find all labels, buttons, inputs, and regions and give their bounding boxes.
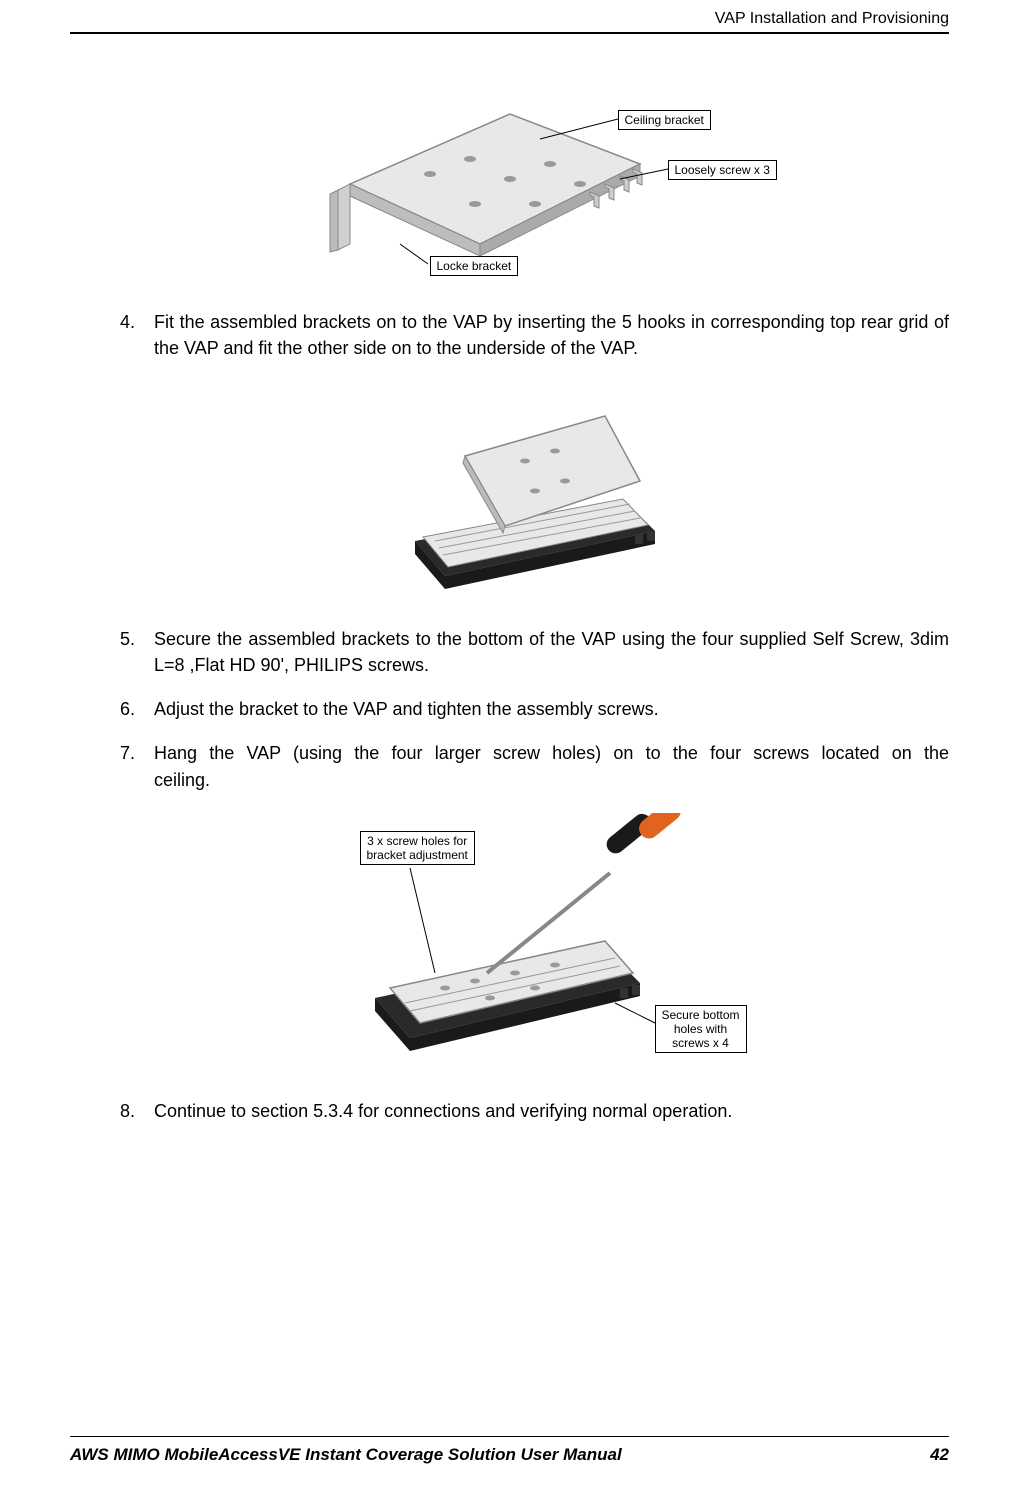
step-text: Continue to section 5.3.4 for connection…	[154, 1098, 949, 1124]
step-text: Hang the VAP (using the four larger scre…	[154, 740, 949, 792]
figure-adjust-bracket: 3 x screw holes for bracket adjustment S…	[120, 813, 949, 1078]
step-text: Fit the assembled brackets on to the VAP…	[154, 309, 949, 361]
callout-screw-holes: 3 x screw holes for bracket adjustment	[360, 831, 475, 865]
step-4: 4. Fit the assembled brackets on to the …	[120, 309, 949, 361]
page-footer: AWS MIMO MobileAccessVE Instant Coverage…	[70, 1436, 949, 1465]
callout-ceiling-bracket: Ceiling bracket	[618, 110, 711, 130]
figure-vap-fit	[120, 381, 949, 606]
step-number: 8.	[120, 1098, 154, 1124]
step-6: 6. Adjust the bracket to the VAP and tig…	[120, 696, 949, 722]
callout-loosely-screw: Loosely screw x 3	[668, 160, 777, 180]
step-7-line1: Hang the VAP (using the four larger scre…	[154, 740, 949, 766]
step-7-line2: ceiling.	[154, 767, 949, 793]
step-5: 5. Secure the assembled brackets to the …	[120, 626, 949, 678]
footer-manual-title: AWS MIMO MobileAccessVE Instant Coverage…	[70, 1445, 622, 1465]
step-number: 4.	[120, 309, 154, 361]
step-text: Adjust the bracket to the VAP and tighte…	[154, 696, 949, 722]
step-7: 7. Hang the VAP (using the four larger s…	[120, 740, 949, 792]
section-title: VAP Installation and Provisioning	[715, 10, 949, 27]
step-number: 5.	[120, 626, 154, 678]
page-content: Ceiling bracket Loosely screw x 3 Locke …	[70, 54, 949, 1436]
callout-secure-bottom: Secure bottom holes with screws x 4	[655, 1005, 747, 1053]
step-number: 6.	[120, 696, 154, 722]
step-text: Secure the assembled brackets to the bot…	[154, 626, 949, 678]
step-number: 7.	[120, 740, 154, 792]
callout-locke-bracket: Locke bracket	[430, 256, 519, 276]
page-header: VAP Installation and Provisioning	[70, 10, 949, 34]
step-8: 8. Continue to section 5.3.4 for connect…	[120, 1098, 949, 1124]
figure-bracket-assembly: Ceiling bracket Loosely screw x 3 Locke …	[120, 74, 949, 289]
footer-page-number: 42	[930, 1445, 949, 1465]
